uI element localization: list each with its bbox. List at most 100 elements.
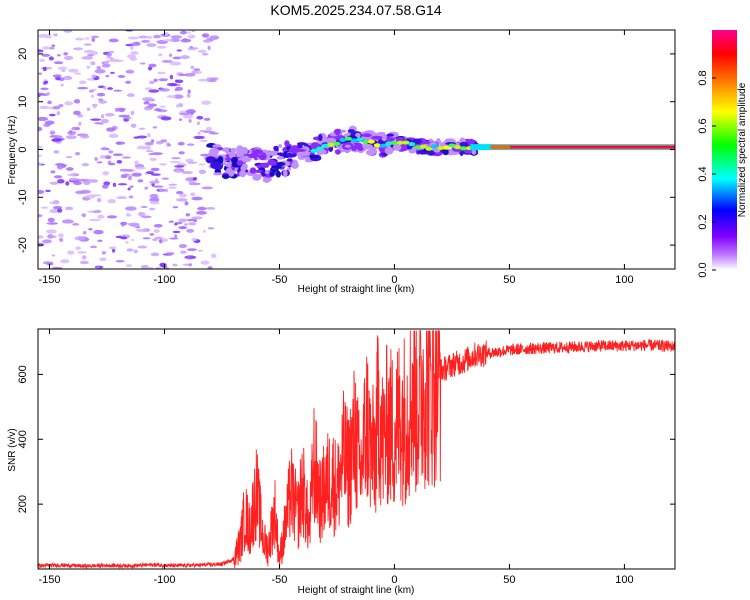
spectrogram-noise-blob bbox=[210, 253, 217, 259]
spectrogram-noise-blob bbox=[134, 160, 139, 165]
spectrogram-noise-blob bbox=[57, 179, 65, 184]
spectrogram-noise-blob bbox=[111, 248, 116, 253]
spectrogram-noise-blob bbox=[52, 74, 62, 78]
spectrogram-noise-blob bbox=[157, 71, 166, 75]
spectrogram-noise-blob bbox=[197, 249, 204, 252]
spectrogram-noise-blob bbox=[38, 214, 43, 218]
spectrogram-noise-blob bbox=[57, 208, 63, 213]
spectrogram-signal-blob bbox=[384, 146, 394, 155]
spectrogram-noise-blob bbox=[159, 163, 168, 166]
spectrogram-noise-blob bbox=[153, 229, 160, 234]
spectrogram-signal-blob bbox=[273, 145, 278, 151]
spectrogram-noise-blob bbox=[159, 239, 163, 244]
spectrogram-noise-blob bbox=[105, 155, 112, 160]
spectrogram-noise-blob bbox=[106, 215, 118, 219]
spectrogram-noise-blob bbox=[76, 178, 88, 182]
spectrogram-noise-blob bbox=[166, 82, 178, 87]
spectrogram-signal-blob bbox=[209, 147, 220, 156]
spectrogram-noise-blob bbox=[120, 236, 128, 240]
spectrogram-noise-blob bbox=[102, 184, 109, 188]
spectrogram-noise-blob bbox=[158, 78, 169, 82]
spectrogram-signal-blob bbox=[298, 151, 311, 157]
spectrogram-noise-blob bbox=[127, 187, 131, 191]
spectrogram-noise-blob bbox=[48, 46, 55, 50]
spectrogram-noise-blob bbox=[206, 77, 211, 82]
spectrogram-noise-blob bbox=[90, 51, 99, 56]
spectrogram-noise-blob bbox=[107, 198, 116, 204]
spectrogram-noise-blob bbox=[203, 130, 215, 134]
y-tick-label: 0 bbox=[17, 146, 29, 152]
spectrogram-noise-blob bbox=[67, 250, 75, 255]
spectrogram-core-blob bbox=[379, 143, 387, 148]
spectrogram-noise-blob bbox=[160, 116, 172, 121]
spectrogram-signal-blob bbox=[225, 147, 230, 155]
spectrogram-noise-blob bbox=[175, 86, 184, 91]
spectrogram-noise-blob bbox=[60, 259, 70, 264]
spectrogram-noise-blob bbox=[65, 135, 77, 140]
spectrogram-core-blob bbox=[310, 148, 318, 153]
spectrogram-noise-blob bbox=[187, 89, 191, 94]
spectrogram-core-blob bbox=[436, 146, 444, 151]
spectrogram-noise-blob bbox=[90, 35, 100, 39]
spectrogram-signal-blob bbox=[269, 171, 275, 177]
spectrogram-noise-blob bbox=[57, 54, 61, 57]
spectrogram-noise-blob bbox=[175, 79, 184, 84]
spectrogram-noise-blob bbox=[169, 237, 179, 240]
spectrogram-noise-blob bbox=[126, 93, 135, 98]
spectrogram-noise-blob bbox=[88, 227, 93, 231]
spectrogram-noise-blob bbox=[81, 213, 87, 218]
snr-panel: -150 -100 -50 0 50 100 200 400 600 Height of st… bbox=[7, 328, 676, 596]
spectrogram-noise-blob bbox=[53, 61, 64, 65]
spectrogram-signal-blob bbox=[236, 150, 241, 156]
spectrogram-noise-blob bbox=[134, 166, 147, 170]
spectrogram-noise-blob bbox=[53, 33, 58, 37]
spectrogram-noise-blob bbox=[108, 162, 116, 166]
spectrogram-noise-blob bbox=[116, 196, 128, 199]
spectrogram-signal-blob bbox=[276, 156, 285, 160]
spectrogram-noise-blob bbox=[174, 234, 178, 239]
spectrogram-noise-blob bbox=[64, 101, 74, 106]
spectrogram-noise-blob bbox=[184, 73, 196, 77]
spectrogram-noise-blob bbox=[150, 139, 155, 143]
spectrogram-signal-blob bbox=[224, 157, 232, 161]
spectrogram-noise-blob bbox=[159, 105, 167, 108]
spectrogram-noise-blob bbox=[186, 143, 195, 146]
spectrogram-noise-blob bbox=[96, 66, 102, 70]
spectrogram-noise-blob bbox=[178, 218, 188, 223]
spectrogram-core-blob bbox=[373, 143, 381, 148]
spectrogram-noise-blob bbox=[121, 156, 132, 159]
spectrogram-signal-blob bbox=[392, 144, 402, 151]
spectrogram-noise-blob bbox=[146, 133, 151, 138]
spectrogram-noise-blob bbox=[167, 143, 172, 147]
spectrogram-noise-blob bbox=[182, 114, 194, 119]
spectrogram-noise-blob bbox=[159, 188, 164, 193]
spectrogram-noise-blob bbox=[197, 78, 210, 82]
spectrogram-noise-blob bbox=[50, 170, 56, 174]
spectrogram-signal-blob bbox=[309, 154, 320, 159]
spectrogram-signal-blob bbox=[210, 161, 222, 170]
spectrogram-noise-blob bbox=[165, 252, 175, 255]
spectrogram-noise-blob bbox=[104, 60, 110, 64]
spectrogram-noise-blob bbox=[197, 206, 207, 211]
spectrogram-noise-blob bbox=[174, 170, 182, 174]
spectrogram-noise-blob bbox=[85, 194, 96, 199]
spectrogram-noise-blob bbox=[101, 63, 111, 68]
spectrogram-noise-blob bbox=[112, 182, 117, 187]
spectrogram-signal-blob bbox=[371, 135, 383, 140]
spectrogram-noise-blob bbox=[196, 121, 201, 126]
x-tick-label: -50 bbox=[272, 574, 288, 586]
spectrogram-noise-blob bbox=[81, 255, 87, 260]
spectrogram-noise-blob bbox=[173, 94, 184, 99]
spectrogram-noise-blob bbox=[94, 157, 98, 161]
spectrogram-y-label: Frequency (Hz) bbox=[7, 116, 18, 185]
spectrogram-signal-blob bbox=[264, 170, 270, 175]
spectrogram-noise-blob bbox=[172, 263, 178, 267]
spectrogram-noise-blob bbox=[41, 53, 51, 57]
spectrogram-noise-blob bbox=[48, 56, 54, 61]
spectrogram-signal-blob bbox=[382, 136, 387, 142]
spectrogram-noise-blob bbox=[94, 122, 102, 125]
spectrogram-noise-blob bbox=[73, 99, 81, 104]
y-tick-label: -20 bbox=[17, 237, 29, 253]
spectrogram-noise-blob bbox=[203, 117, 211, 121]
